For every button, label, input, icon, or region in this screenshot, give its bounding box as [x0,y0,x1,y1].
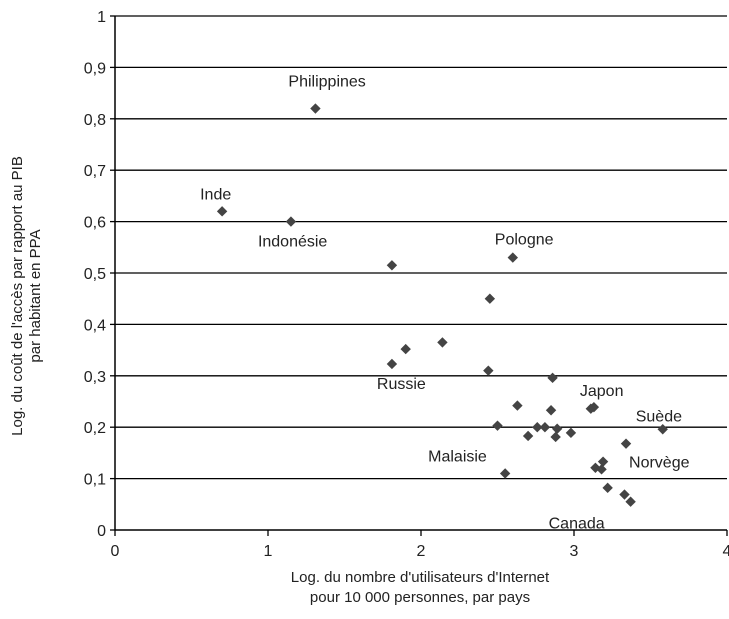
y-tick-label: 0,1 [84,472,106,489]
data-point [565,427,577,439]
point-label: Norvège [629,455,690,472]
data-point [588,401,600,413]
data-point [547,372,558,384]
y-tick-label: 1 [97,9,106,26]
data-point [602,482,613,494]
data-point [484,293,496,304]
x-axis-title-line-1: Log. du nombre d'utilisateurs d'Internet [291,569,550,586]
data-point [657,424,668,435]
y-tick-label: 0,4 [84,317,106,334]
gridlines [115,15,727,480]
y-tick-label: 0,7 [84,163,106,180]
data-point [532,422,543,433]
data-point [590,462,601,474]
point-labels: Philippines Inde Indonésie Pologne Russie Jap… [200,74,689,533]
data-point [216,206,228,217]
y-axis-title-line-1: Log. du coût de l'accès par rapport au P… [9,156,26,436]
data-point [619,489,630,500]
data-point [483,365,494,376]
data-point [285,216,297,227]
data-point [499,468,511,479]
y-tick-label: 0,5 [84,266,106,283]
data-points [216,103,668,507]
data-point [596,464,607,475]
data-point [597,456,609,467]
x-tick-label: 2 [417,543,426,560]
data-point [437,337,448,348]
data-point [386,260,398,271]
x-tick-label: 4 [723,543,729,560]
x-tick-label: 0 [111,543,120,560]
y-tick-label: 0,2 [84,420,106,437]
point-label: Pologne [495,232,554,249]
data-point [512,400,523,411]
point-label: Indonésie [258,234,327,251]
point-label: Inde [200,186,231,203]
data-point [551,423,563,434]
tick-labels: 0 0,1 0,2 0,3 0,4 0,5 0,6 0,7 0,8 0,9 1 0 1 2 3 4 [84,9,729,560]
point-label: Canada [549,516,605,533]
y-axis-title-line-2: par habitant en PPA [27,229,44,362]
data-point [492,420,503,431]
data-point [310,103,321,114]
data-point [522,430,534,442]
y-tick-label: 0,9 [84,60,106,77]
point-label: Suède [636,408,682,425]
y-tick-label: 0,8 [84,112,106,129]
point-label: Philippines [288,74,365,91]
x-axis-title-line-2: pour 10 000 personnes, par pays [310,589,530,606]
y-tick-label: 0 [97,523,106,540]
data-point [400,343,411,355]
data-point [620,438,632,449]
data-point [507,252,518,263]
data-point [539,422,551,433]
y-tick-label: 0,3 [84,369,106,386]
point-label: Japon [580,383,624,400]
x-tick-label: 1 [264,543,273,560]
point-label: Malaisie [428,448,487,465]
data-point [550,431,561,443]
data-point [625,496,636,507]
axes [110,15,728,536]
x-tick-label: 3 [570,543,579,560]
axis-titles: Log. du nombre d'utilisateurs d'Internet… [9,156,550,606]
data-point [386,358,398,370]
point-label: Russie [377,376,426,393]
data-point [545,405,557,416]
y-tick-label: 0,6 [84,215,106,232]
